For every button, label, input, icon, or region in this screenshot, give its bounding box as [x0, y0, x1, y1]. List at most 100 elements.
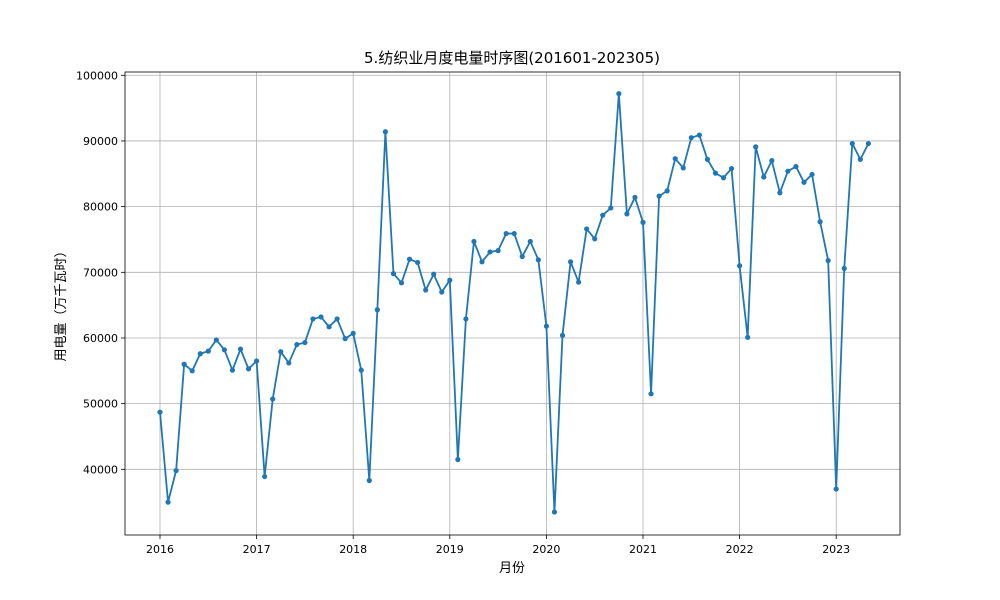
grid — [125, 72, 900, 535]
data-point — [406, 256, 413, 262]
data-point — [567, 259, 574, 265]
data-point — [527, 238, 533, 245]
y-tick-label: 100000 — [76, 69, 118, 82]
data-point — [189, 368, 195, 374]
data-point — [728, 165, 735, 172]
data-point — [680, 165, 686, 171]
x-tick-label: 2020 — [532, 543, 560, 556]
data-point — [374, 307, 380, 313]
data-point — [801, 179, 807, 185]
data-point — [576, 279, 582, 285]
data-point — [415, 259, 421, 266]
data-point — [632, 194, 638, 201]
data-point — [825, 257, 831, 264]
data-point — [817, 219, 823, 225]
data-point — [793, 163, 799, 170]
x-axis-label: 月份 — [499, 561, 525, 576]
data-point — [664, 188, 670, 194]
data-point — [310, 316, 316, 322]
data-point — [318, 314, 324, 320]
chart-title: 5.纺织业月度电量时序图(201601-202305) — [364, 49, 660, 67]
data-point — [857, 156, 863, 162]
data-point — [342, 336, 348, 342]
data-point — [165, 499, 171, 505]
series — [157, 91, 872, 515]
y-axis-label: 用电量（万千瓦时） — [54, 244, 69, 361]
data-point — [302, 339, 308, 346]
data-point — [720, 175, 727, 181]
data-point — [334, 316, 340, 322]
data-point — [696, 132, 702, 138]
data-point — [769, 158, 775, 164]
data-point — [608, 205, 614, 211]
y-tick-label: 60000 — [83, 332, 118, 345]
data-point — [600, 212, 606, 218]
data-point — [495, 248, 501, 254]
data-point — [479, 259, 485, 265]
data-point — [455, 456, 461, 463]
data-point — [656, 193, 662, 199]
data-point — [286, 360, 292, 366]
data-point — [833, 486, 839, 492]
data-point — [326, 324, 332, 330]
data-point — [439, 289, 445, 295]
data-point — [559, 332, 566, 338]
y-tick-label: 80000 — [83, 201, 118, 214]
data-point — [535, 257, 541, 263]
data-point — [688, 135, 694, 141]
data-point — [777, 190, 783, 196]
data-point — [640, 219, 646, 225]
data-point — [221, 347, 227, 353]
data-point — [624, 211, 630, 217]
data-point — [157, 409, 163, 415]
data-point — [358, 367, 364, 373]
y-tick-label: 50000 — [83, 398, 118, 411]
y-tick-label: 40000 — [83, 463, 118, 476]
data-point — [648, 391, 654, 397]
y-tick-label: 90000 — [83, 135, 118, 148]
data-point — [423, 287, 429, 293]
data-point — [382, 129, 388, 135]
x-tick-label: 2016 — [146, 543, 174, 556]
x-tick-label: 2019 — [436, 543, 464, 556]
x-tick-label: 2021 — [629, 543, 657, 556]
data-point — [366, 477, 372, 484]
data-point — [270, 396, 276, 402]
data-point — [447, 277, 453, 283]
x-tick-label: 2022 — [726, 543, 754, 556]
data-point — [865, 140, 872, 147]
data-point — [616, 91, 622, 97]
data-point — [487, 249, 493, 255]
data-point — [431, 271, 437, 277]
data-point — [471, 238, 477, 245]
data-point — [398, 280, 405, 286]
data-point — [205, 348, 211, 354]
data-point — [181, 361, 187, 367]
axis-ticks: 2016 2017 2018 2019 2020 2021 2022 2023 40000 500… — [76, 69, 850, 556]
series-line — [159, 92, 870, 513]
data-point — [390, 271, 397, 277]
data-point — [745, 334, 751, 340]
plot-frame — [124, 71, 901, 536]
data-point — [213, 337, 219, 343]
data-point — [761, 174, 767, 180]
data-point — [841, 265, 847, 271]
x-tick-label: 2017 — [243, 543, 271, 556]
data-point — [511, 230, 517, 237]
data-point — [229, 367, 236, 373]
data-point — [245, 366, 252, 372]
data-point — [173, 468, 179, 474]
data-point — [294, 341, 300, 348]
data-point — [543, 323, 550, 329]
data-point — [519, 253, 525, 260]
data-point — [262, 473, 268, 480]
y-tick-label: 70000 — [83, 266, 118, 279]
data-point — [350, 330, 356, 336]
data-point — [809, 171, 815, 178]
x-tick-label: 2018 — [339, 543, 367, 556]
data-point — [737, 263, 743, 269]
data-point — [237, 346, 244, 352]
data-point — [592, 236, 598, 242]
data-point — [672, 156, 678, 162]
